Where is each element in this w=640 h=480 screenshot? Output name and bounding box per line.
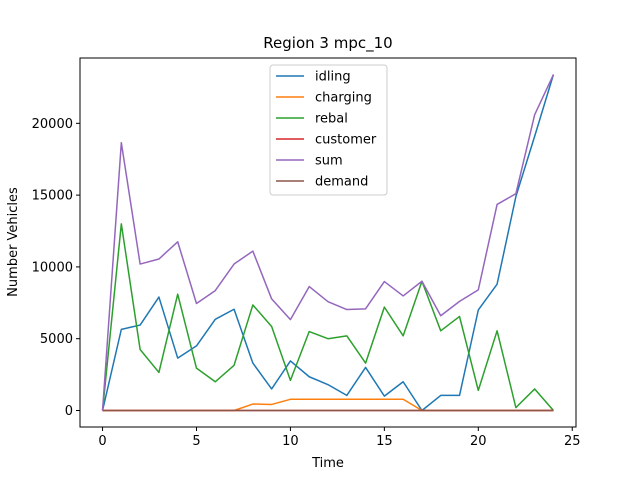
legend-label-rebal: rebal bbox=[315, 112, 348, 127]
x-tick-label: 15 bbox=[376, 434, 393, 449]
series-layer bbox=[101, 74, 555, 412]
y-axis: 0 5000 10000 15000 20000 bbox=[32, 117, 80, 419]
y-tick-label: 10000 bbox=[32, 260, 73, 275]
series-line-rebal bbox=[101, 223, 555, 411]
legend-label-idling: idling bbox=[315, 70, 351, 85]
x-tick-label: 0 bbox=[98, 434, 106, 449]
legend-label-charging: charging bbox=[315, 91, 372, 106]
x-tick-label: 5 bbox=[192, 434, 200, 449]
series-line-idling bbox=[101, 74, 555, 412]
legend-label-customer: customer bbox=[315, 133, 377, 148]
series-line-sum bbox=[101, 74, 555, 411]
x-axis-label: Time bbox=[311, 456, 344, 471]
y-tick-label: 0 bbox=[65, 404, 73, 419]
y-tick-label: 5000 bbox=[40, 332, 73, 347]
series-line-charging bbox=[102, 398, 554, 412]
chart-title: Region 3 mpc_10 bbox=[263, 34, 392, 53]
y-tick-label: 20000 bbox=[32, 117, 73, 132]
x-axis: 0 5 10 15 20 25 bbox=[98, 427, 581, 449]
y-axis-label: Number Vehicles bbox=[6, 187, 21, 297]
legend: idling charging rebal customer sum demand bbox=[269, 64, 388, 196]
x-tick-label: 20 bbox=[470, 434, 487, 449]
y-tick-label: 15000 bbox=[32, 189, 73, 204]
x-tick-label: 25 bbox=[564, 434, 581, 449]
legend-label-demand: demand bbox=[315, 175, 368, 190]
plot-frame bbox=[79, 57, 577, 428]
x-tick-label: 10 bbox=[282, 434, 299, 449]
legend-label-sum: sum bbox=[315, 154, 343, 169]
